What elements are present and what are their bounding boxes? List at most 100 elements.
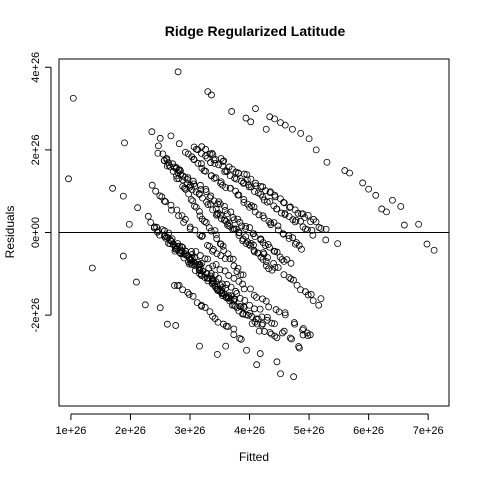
data-point [274,226,282,234]
data-point [290,373,298,381]
data-point [198,215,206,223]
data-point [240,170,248,178]
data-point [218,284,226,292]
data-point [397,203,405,210]
data-point [162,234,170,242]
data-point [213,235,221,242]
data-point [224,323,232,330]
data-point [230,216,238,224]
x-axis: 1e+26 2e+26 3e+26 4e+26 5e+26 6e+26 7e+26 [55,413,444,437]
data-point [359,179,367,187]
data-point [217,211,224,219]
data-point [247,285,254,293]
data-point [241,296,249,304]
data-point [167,201,175,209]
data-point [243,171,251,179]
data-point [69,94,77,102]
data-point [229,255,237,263]
data-point [222,184,230,191]
data-point [154,149,162,157]
data-point [168,206,175,214]
data-point [254,315,262,323]
data-point [202,167,209,175]
data-point [250,241,257,249]
data-point [243,346,250,354]
data-point [307,291,315,298]
data-point [197,160,205,168]
data-point [201,255,209,263]
data-point [308,226,316,234]
data-point [256,305,264,313]
data-point [346,169,353,177]
data-point [301,214,309,221]
data-point [291,320,299,328]
data-point [260,214,268,222]
data-point [245,241,253,248]
x-tick-label: 6e+26 [353,425,384,437]
data-point [214,209,222,217]
data-point [199,232,206,240]
data-point [212,261,220,268]
data-point [423,240,431,248]
data-point [251,188,258,195]
data-point [148,181,156,189]
data-point [219,242,227,250]
data-point [207,159,214,166]
data-point [196,252,204,259]
data-point [190,155,198,163]
data-point [309,297,317,305]
data-point [208,91,215,99]
data-point [294,209,302,217]
data-point [288,335,295,343]
data-point [304,211,312,219]
data-point [215,275,223,282]
data-point [242,114,250,122]
data-point [221,202,228,210]
data-point [271,264,279,271]
data-point [156,231,164,239]
data-point [227,295,235,303]
data-point [211,227,219,235]
data-point [286,334,294,342]
data-point [299,325,307,332]
data-point [240,196,248,203]
data-point [199,194,206,202]
data-point [174,68,182,76]
data-point [228,108,236,115]
data-point [430,246,438,254]
data-point [181,250,189,258]
data-point [304,226,311,234]
data-point [264,313,271,321]
data-point [309,231,317,239]
data-point [212,231,220,239]
data-point [246,224,254,231]
data-point [253,320,261,328]
data-point [235,191,243,199]
y-axis-label: Residuals [3,206,17,259]
data-point [207,192,215,200]
data-point [237,271,245,279]
data-point [202,152,209,160]
data-point [191,226,199,234]
data-point [181,173,189,181]
data-point [246,301,253,309]
data-point [281,211,289,219]
data-point [223,210,231,218]
data-point [213,211,220,219]
data-point [271,332,279,340]
data-point [161,227,169,235]
data-point [258,313,266,321]
data-point [297,129,305,137]
data-point [207,227,215,235]
data-point [266,197,274,205]
data-point [312,218,320,226]
x-tick-label: 5e+26 [294,425,325,437]
data-point [415,220,423,228]
data-point [264,254,271,261]
data-point [189,177,197,185]
data-point [274,264,282,271]
data-point [209,262,217,270]
data-point [150,224,158,232]
x-tick-label: 7e+26 [413,425,444,437]
data-point [163,320,171,328]
